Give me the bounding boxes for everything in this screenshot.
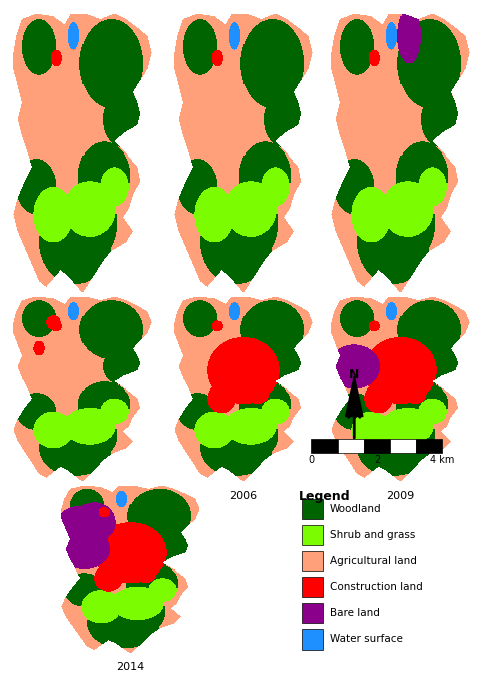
Bar [390, 439, 416, 453]
Bar [302, 525, 323, 545]
Bar [302, 630, 323, 650]
Text: Woodland: Woodland [330, 504, 382, 514]
Bar [302, 499, 323, 519]
Text: 4 km: 4 km [430, 455, 455, 465]
Text: 1995: 1995 [386, 307, 414, 317]
Polygon shape [346, 376, 363, 417]
Bar [337, 439, 364, 453]
Text: N: N [349, 368, 360, 381]
Text: Shrub and grass: Shrub and grass [330, 530, 415, 540]
Bar [364, 439, 390, 453]
Text: Construction land: Construction land [330, 582, 423, 592]
Bar [302, 577, 323, 597]
Text: Water surface: Water surface [330, 634, 403, 644]
Text: 2014: 2014 [116, 662, 144, 672]
Bar [302, 551, 323, 571]
Bar [311, 439, 337, 453]
Text: 2006: 2006 [229, 491, 257, 501]
Text: Agricultural land: Agricultural land [330, 556, 417, 566]
Bar [416, 439, 442, 453]
Bar [302, 603, 323, 623]
Text: 1990: 1990 [229, 307, 257, 317]
Text: Legend: Legend [299, 491, 350, 503]
Text: 2: 2 [374, 455, 380, 465]
Text: 2000: 2000 [68, 491, 96, 501]
Text: Bare land: Bare land [330, 609, 380, 618]
Text: 0: 0 [308, 455, 314, 465]
Text: 1986: 1986 [68, 307, 96, 317]
Text: 2009: 2009 [386, 491, 414, 501]
